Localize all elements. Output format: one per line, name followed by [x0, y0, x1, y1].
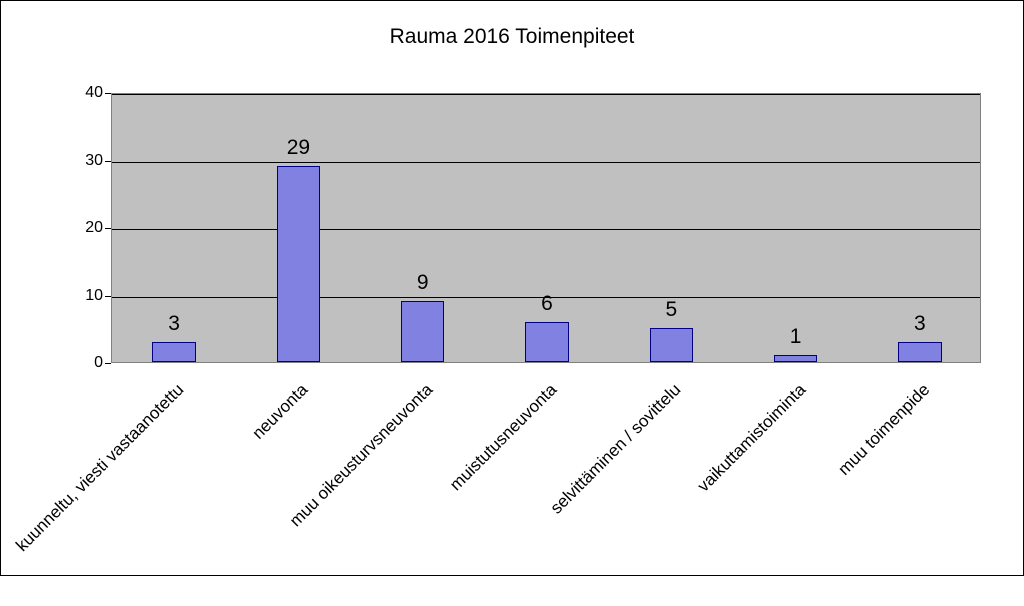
x-axis-label: muu toimenpide — [708, 380, 934, 606]
bar-value-label: 3 — [168, 312, 180, 336]
bar — [277, 166, 321, 362]
bar-value-label: 29 — [287, 136, 310, 160]
y-axis-label: 10 — [85, 287, 103, 305]
x-axis-label: muistutusneuvonta — [335, 380, 561, 606]
bar-value-label: 5 — [665, 298, 677, 322]
x-axis-label: selvittäminen / sovittelu — [459, 380, 685, 606]
y-axis-label: 0 — [94, 354, 103, 372]
bar — [401, 301, 445, 362]
bar — [774, 355, 818, 362]
x-axis-label: neuvonta — [86, 380, 312, 606]
gridline — [112, 94, 980, 95]
y-tick — [105, 161, 111, 162]
chart-container: Rauma 2016 Toimenpiteet 3 29 9 6 5 1 3 0 10 20 30… — [0, 0, 1024, 576]
bar — [152, 342, 196, 362]
bar — [898, 342, 942, 362]
y-axis-label: 30 — [85, 152, 103, 170]
y-tick — [105, 363, 111, 364]
y-tick — [105, 228, 111, 229]
chart-title: Rauma 2016 Toimenpiteet — [1, 25, 1023, 49]
y-tick — [105, 93, 111, 94]
x-axis-label: vaikuttamistoiminta — [583, 380, 809, 606]
bar — [525, 322, 569, 363]
bar-value-label: 1 — [790, 325, 802, 349]
x-axis-label: kuunneltu, viesti vastaanotettu — [0, 380, 188, 606]
bar-value-label: 6 — [541, 292, 553, 316]
bar — [650, 328, 694, 362]
y-axis-label: 20 — [85, 219, 103, 237]
plot-area: 3 29 9 6 5 1 3 — [111, 93, 981, 363]
y-axis-label: 40 — [85, 84, 103, 102]
bar-value-label: 9 — [417, 271, 429, 295]
gridline — [112, 229, 980, 230]
bar-value-label: 3 — [914, 312, 926, 336]
gridline — [112, 162, 980, 163]
y-tick — [105, 296, 111, 297]
x-axis-label: muu oikeusturvsneuvonta — [211, 380, 437, 606]
